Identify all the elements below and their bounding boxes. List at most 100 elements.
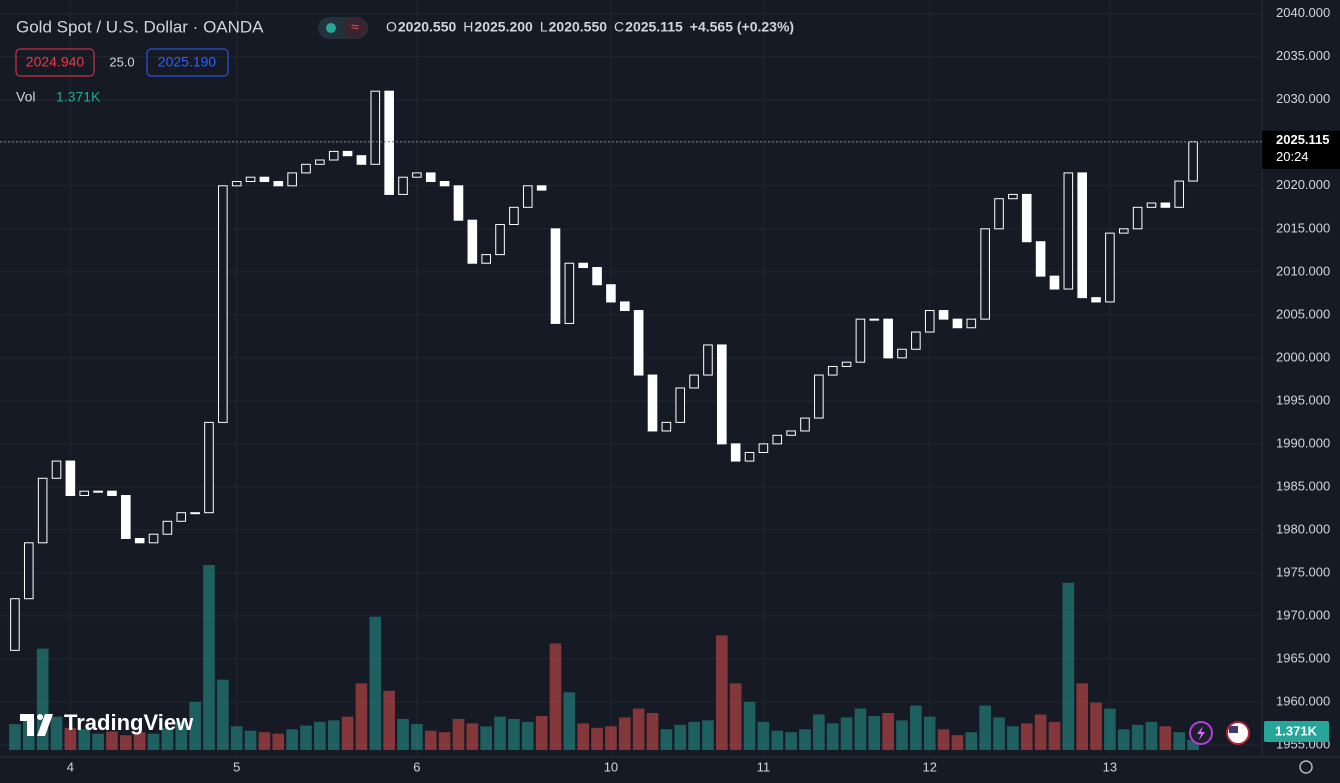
candle-body xyxy=(717,344,727,445)
y-tick-label: 1985.000 xyxy=(1276,478,1330,493)
candle-body xyxy=(51,460,62,479)
volume-bar xyxy=(771,730,784,750)
ask-box[interactable] xyxy=(146,48,229,77)
x-tick-label: 4 xyxy=(67,759,74,774)
volume-bar xyxy=(258,732,271,750)
candle-body xyxy=(1021,193,1032,243)
volume-bar xyxy=(840,717,853,750)
ask: 2025.190 xyxy=(158,54,217,70)
volume-bar xyxy=(1034,714,1047,750)
y-tick-label: 1960.000 xyxy=(1276,693,1330,708)
last-price: 2025.115 xyxy=(1276,132,1330,147)
y-tick-label: 1965.000 xyxy=(1276,650,1330,665)
volume-bar xyxy=(535,715,548,750)
volume-bar xyxy=(161,727,174,750)
candle-body xyxy=(619,301,630,312)
candle-body xyxy=(356,155,367,165)
volume-bar xyxy=(951,735,964,750)
candle-body xyxy=(273,181,284,187)
candle-body xyxy=(287,172,297,187)
volume-bar xyxy=(383,690,395,750)
candle-body xyxy=(994,198,1004,230)
candle-body xyxy=(107,490,117,496)
y-tick-label: 2035.000 xyxy=(1276,48,1330,63)
ohlc-value: 2025.200 xyxy=(474,19,533,35)
y-tick-label: 2010.000 xyxy=(1276,263,1330,278)
y-tick-label: 2005.000 xyxy=(1276,306,1330,321)
volume-bar xyxy=(674,724,687,750)
volume-bar xyxy=(9,724,21,750)
candle-body xyxy=(592,267,602,286)
countdown: 20:24 xyxy=(1276,149,1309,164)
logo-text: TradingView xyxy=(64,710,194,735)
ohlc-key: C xyxy=(614,19,624,35)
candle-body xyxy=(897,348,907,359)
volume-bar xyxy=(355,683,368,750)
candle-body xyxy=(79,490,90,496)
candle-body xyxy=(703,344,713,376)
candle-body xyxy=(1174,180,1185,208)
candle-body xyxy=(315,159,325,165)
candle-body xyxy=(689,374,699,389)
volume-bar xyxy=(785,732,797,750)
candle-layer xyxy=(10,90,1198,651)
volume-bar xyxy=(1145,721,1158,750)
volume-legend-value: 1.371K xyxy=(56,89,101,105)
volume-bar xyxy=(50,716,63,750)
chart-title: Gold Spot / U.S. Dollar · OANDA xyxy=(16,17,264,36)
candle-body xyxy=(23,542,34,600)
candle-body xyxy=(65,460,76,496)
candle-body xyxy=(259,176,270,183)
candle-body xyxy=(384,90,394,195)
volume-bar xyxy=(438,732,451,750)
candle-body xyxy=(495,224,505,256)
y-tick-label: 1990.000 xyxy=(1276,435,1330,450)
volume-bar xyxy=(217,679,229,750)
volume-bar xyxy=(92,733,104,750)
y-tick-label: 2015.000 xyxy=(1276,220,1330,235)
volume-bar xyxy=(729,683,742,750)
y-tick-label: 1980.000 xyxy=(1276,521,1330,536)
volume-bar xyxy=(549,643,562,750)
candle-body xyxy=(148,533,159,544)
candle-body xyxy=(980,228,990,320)
volume-bar xyxy=(424,730,437,750)
candle-body xyxy=(176,512,187,522)
volume-bar xyxy=(591,727,603,750)
volume-bar xyxy=(272,733,285,750)
candle-body xyxy=(204,421,214,514)
volume-bar xyxy=(799,729,811,750)
candle-body xyxy=(453,185,464,221)
volume-bar xyxy=(1117,729,1130,750)
volume-bar xyxy=(1131,724,1144,750)
candle-body xyxy=(966,318,977,329)
svg-text:≈: ≈ xyxy=(351,19,359,35)
bid-box[interactable] xyxy=(15,48,95,77)
volume-bar xyxy=(646,713,659,750)
volume-bar xyxy=(688,721,700,750)
candle-body xyxy=(231,181,242,187)
volume-bar xyxy=(341,716,354,750)
volume-bar xyxy=(175,721,188,750)
volume-bar xyxy=(743,701,756,750)
candle-body xyxy=(661,421,672,432)
volume-bar xyxy=(106,731,118,750)
settings-icon[interactable] xyxy=(1299,760,1313,774)
ohlc-key: O xyxy=(386,19,397,35)
candle-body xyxy=(758,443,769,453)
candle-body xyxy=(606,284,616,303)
volume-bar xyxy=(286,729,298,750)
candle-body xyxy=(869,318,880,321)
candle-body xyxy=(1188,141,1198,182)
candle-body xyxy=(1035,241,1046,277)
ohlc-legend: O 2020.550 H 2025.200 L 2020.550 C 2025.115 xyxy=(386,19,683,35)
change: +4.565 (+0.23%) xyxy=(690,19,794,35)
volume-bar xyxy=(577,723,590,750)
toggle[interactable]: ≈ xyxy=(318,17,368,39)
volume-bar xyxy=(923,716,936,750)
volume-bar xyxy=(300,725,312,750)
x-tick-label: 10 xyxy=(604,759,618,774)
candle-body xyxy=(370,90,381,165)
bid: 2024.940 xyxy=(26,54,85,70)
